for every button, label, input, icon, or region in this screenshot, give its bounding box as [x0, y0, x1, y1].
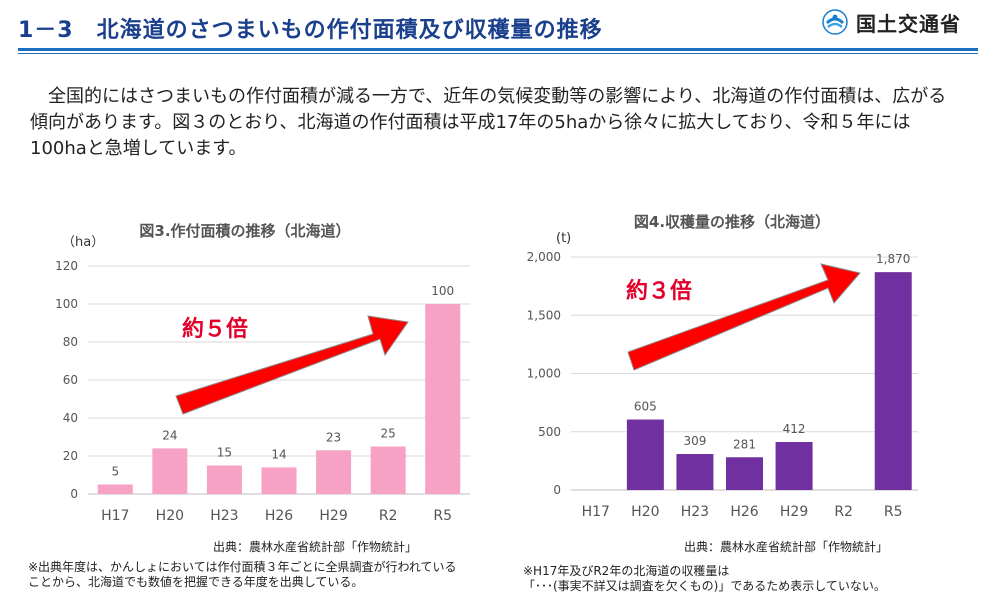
chart2-title: 図4.収穫量の推移（北海道） — [634, 213, 830, 231]
c1-bar — [206, 465, 242, 494]
intro-paragraph: 全国的にはさつまいもの作付面積が減る一方で、近年の気候変動等の影響により、北海道… — [30, 84, 960, 162]
c1-y-tick-label: 0 — [70, 487, 78, 501]
title-rule — [18, 48, 978, 51]
chart1-bars — [97, 304, 461, 494]
chart1-gridlines — [88, 265, 470, 495]
chart2-gridlines — [571, 256, 918, 491]
c2-bar — [626, 419, 664, 490]
c2-x-tick-label: H23 — [681, 504, 709, 520]
c2-y-tick-label: 1,000 — [527, 367, 561, 381]
chart2-footnote: ※H17年及びR2年の北海道の収穫量は 「･･･(事実不詳又は調査を欠くもの)」… — [523, 564, 983, 594]
intro-text: 全国的にはさつまいもの作付面積が減る一方で、近年の気候変動等の影響により、北海道… — [30, 86, 947, 159]
chart2-y-unit: (t) — [556, 231, 571, 246]
c1-bar — [425, 304, 461, 494]
c1-x-tick-label: H29 — [319, 508, 347, 524]
c1-bar — [316, 450, 352, 494]
chart1-source: 出典：農林水産省統計部「作物統計」 — [213, 540, 418, 554]
c2-data-label: 281 — [733, 437, 756, 451]
c2-data-label: 605 — [634, 400, 657, 414]
chart1-y-ticks: 0 20 40 60 80 100 120 — [55, 259, 78, 501]
c1-data-label: 25 — [381, 427, 396, 441]
c2-data-label: 412 — [783, 422, 806, 436]
title-rule-thin — [18, 53, 978, 54]
c1-data-label: 15 — [217, 446, 232, 460]
c1-data-label: 23 — [326, 430, 341, 444]
c2-bar — [874, 272, 912, 490]
c2-data-label: 309 — [683, 434, 706, 448]
c2-x-tick-label: H17 — [582, 504, 610, 520]
c1-y-tick-label: 60 — [63, 373, 78, 387]
c1-y-tick-label: 80 — [63, 335, 78, 349]
chart1-arrow — [175, 315, 409, 415]
c2-x-tick-label: H26 — [730, 504, 758, 520]
c1-x-tick-label: H20 — [156, 508, 184, 524]
c1-x-tick-label: R2 — [379, 508, 398, 524]
c2-x-tick-label: H29 — [780, 504, 808, 520]
chart1-y-unit: （ha） — [62, 235, 104, 250]
chart1-title: 図3.作付面積の推移（北海道） — [139, 222, 350, 240]
chart2-arrow — [627, 263, 861, 371]
c1-bar — [97, 484, 133, 494]
chart2-annotation: 約３倍 — [626, 278, 692, 304]
c2-y-tick-label: 500 — [538, 425, 561, 439]
ministry-logo-text: 国土交通省 — [856, 11, 961, 36]
c2-x-tick-label: R5 — [884, 504, 903, 520]
ministry-logo: 国土交通省 — [822, 6, 961, 38]
c1-y-tick-label: 20 — [63, 449, 78, 463]
c1-y-tick-label: 40 — [63, 411, 78, 425]
chart2-data-labels: 605 309 281 412 1,870 — [634, 252, 910, 451]
c1-data-label: 5 — [111, 465, 119, 479]
c2-bar — [726, 457, 763, 490]
chart1-x-ticks: H17 H20 H23 H26 H29 R2 R5 — [101, 508, 452, 524]
chart2-footnote-line2: 「･･･(事実不詳又は調査を欠くもの)」であるため表示していない。 — [523, 579, 886, 593]
c1-data-label: 100 — [431, 284, 454, 298]
c2-x-tick-label: R2 — [834, 504, 853, 520]
chart2-source: 出典：農林水産省統計部「作物統計」 — [684, 540, 889, 554]
c2-bar — [775, 442, 813, 490]
c2-y-tick-label: 0 — [553, 483, 561, 497]
c2-data-label: 1,870 — [876, 252, 910, 266]
ministry-logo-icon — [822, 9, 848, 35]
c1-x-tick-label: H26 — [265, 508, 293, 524]
c1-data-label: 14 — [271, 447, 286, 461]
c2-y-tick-label: 1,500 — [527, 308, 561, 322]
c1-bar — [152, 448, 188, 494]
c1-bar — [370, 446, 406, 494]
c2-y-tick-label: 2,000 — [527, 250, 561, 264]
c1-x-tick-label: H23 — [210, 508, 238, 524]
chart2-x-ticks: H17 H20 H23 H26 H29 R2 R5 — [582, 504, 903, 520]
c1-y-tick-label: 120 — [55, 259, 78, 273]
page-title: 1－3 北海道のさつまいもの作付面積及び収穫量の推移 — [18, 18, 603, 43]
c2-x-tick-label: H20 — [631, 504, 659, 520]
chart-area-planting: 図3.作付面積の推移（北海道） （ha） 0 20 40 60 80 100 120 5 24… — [55, 222, 470, 524]
chart1-data-labels: 5 24 15 14 23 25 100 — [111, 284, 454, 479]
c1-data-label: 24 — [162, 428, 177, 442]
c2-bar — [676, 454, 714, 490]
chart-area-harvest: 図4.収穫量の推移（北海道） (t) 0 500 1,000 1,500 2,000 6… — [527, 213, 918, 520]
chart2-y-ticks: 0 500 1,000 1,500 2,000 — [527, 250, 561, 497]
c1-y-tick-label: 100 — [55, 297, 78, 311]
c1-bar — [261, 467, 297, 494]
chart1-footnote: ※出典年度は、かんしょにおいては作付面積３年ごとに全県調査が行われていることから… — [28, 560, 457, 589]
chart2-footnote-line1: ※H17年及びR2年の北海道の収穫量は — [523, 564, 730, 578]
c1-x-tick-label: H17 — [101, 508, 129, 524]
header: 1－3 北海道のさつまいもの作付面積及び収穫量の推移 国土交通省 — [0, 0, 996, 62]
chart2-bars — [626, 272, 912, 490]
c1-x-tick-label: R5 — [433, 508, 452, 524]
chart1-annotation: 約５倍 — [182, 316, 248, 342]
